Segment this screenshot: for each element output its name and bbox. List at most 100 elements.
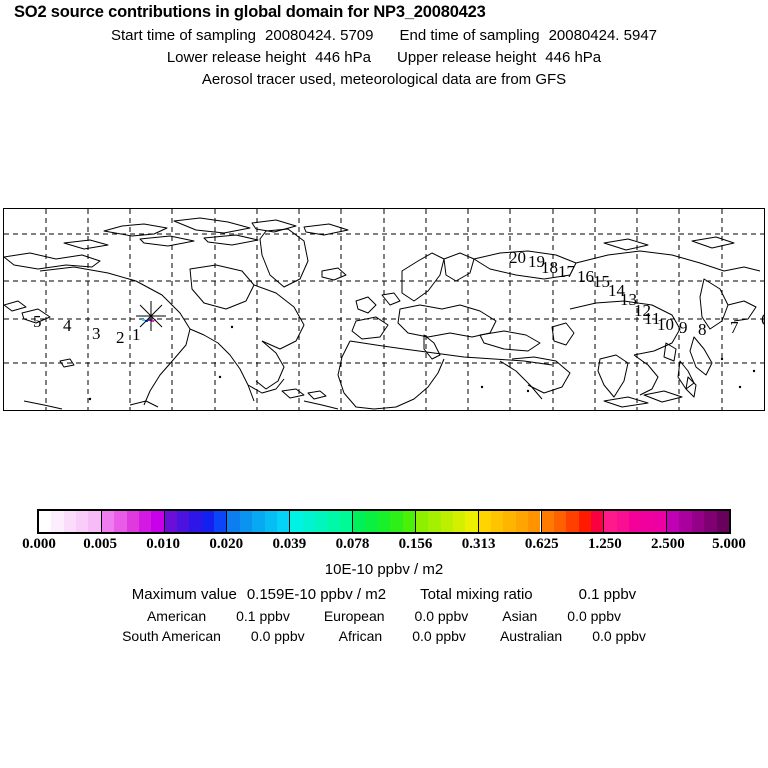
colorbar-band-5-0 <box>353 511 366 532</box>
region-label-asian: Asian <box>502 608 538 624</box>
colorbar-band-6-1 <box>428 511 441 532</box>
colorbar-tick-1: 0.005 <box>83 536 117 552</box>
trajectory-label-20: 20 <box>509 248 526 267</box>
colorbar-band-6-0 <box>415 511 429 532</box>
maximum-value: 0.159E-10 ppbv / m2 <box>246 586 387 603</box>
colorbar-tick-labels: 0.000 0.005 0.010 0.020 0.039 0.078 0.156 0.313… <box>0 536 768 554</box>
colorbar-tick-0: 0.000 <box>22 536 56 552</box>
region-value-african: 0.0 ppbv <box>412 628 466 644</box>
colorbar-band-0-1 <box>51 511 64 532</box>
colorbar-band-3-1 <box>239 511 253 532</box>
colorbar-band-10-4 <box>716 511 729 532</box>
colorbar-segment-4 <box>290 511 354 532</box>
colorbar-band-5-4 <box>402 511 415 532</box>
region-label-european: European <box>323 608 385 624</box>
colorbar-band-1-0 <box>101 511 115 532</box>
trajectory-label-10: 10 <box>657 315 674 334</box>
trajectory-label-13: 13 <box>620 290 637 309</box>
colorbar-band-5-1 <box>365 511 378 532</box>
header-block: SO2 source contributions in global domai… <box>0 0 768 88</box>
trajectory-label-19: 19 <box>528 252 545 271</box>
colorbar-band-5-2 <box>377 511 391 532</box>
release-site-star <box>136 301 166 331</box>
region-value-south-american: 0.0 ppbv <box>250 628 305 644</box>
region-value-american: 0.1 ppbv <box>236 608 290 624</box>
colorbar-units-label: 10E-10 ppbv / m2 <box>324 561 444 578</box>
colorbar-segment-10 <box>667 511 729 532</box>
colorbar-tick-10: 2.500 <box>651 536 685 552</box>
colorbar-band-8-0 <box>541 511 554 532</box>
page-title: SO2 source contributions in global domai… <box>14 3 486 21</box>
colorbar-band-6-4 <box>465 511 478 532</box>
colorbar-band-6-2 <box>440 511 453 532</box>
trajectory-label-7: 7 <box>730 318 739 337</box>
region-label-south-american: South American <box>122 628 221 644</box>
region-label-australian: Australian <box>499 628 563 644</box>
map-gridlines <box>4 209 764 410</box>
colorbar-band-1-3 <box>138 511 152 532</box>
colorbar-band-0-3 <box>76 511 89 532</box>
start-time-label: Start time of sampling <box>110 27 257 44</box>
colorbar-tick-6: 0.156 <box>398 536 433 552</box>
trajectory-label-14: 14 <box>608 281 625 300</box>
colorbar-band-9-2 <box>629 511 642 532</box>
region-label-american: American <box>146 608 207 624</box>
end-time-value: 20080424. 5947 <box>548 27 658 44</box>
trajectory-label-6: 6 <box>761 311 764 328</box>
region-value-european: 0.0 ppbv <box>414 608 469 624</box>
trajectory-label-16: 16 <box>577 267 594 286</box>
colorbar-segment-7 <box>478 511 542 532</box>
colorbar-segment-2 <box>164 511 228 532</box>
trajectory-label-18: 18 <box>541 258 558 277</box>
colorbar-band-3-3 <box>264 511 277 532</box>
colorbar-band-9-0 <box>604 511 617 532</box>
sampling-time-line: Start time of sampling 20080424. 5709 End … <box>0 27 768 44</box>
release-height-line: Lower release height 446 hPa Upper release… <box>0 49 768 66</box>
trajectory-label-3: 3 <box>92 324 101 343</box>
colorbar-band-2-1 <box>176 511 190 532</box>
stats-row-summary: Maximum value 0.159E-10 ppbv / m2 Total … <box>0 586 768 603</box>
colorbar-band-8-4 <box>590 511 604 532</box>
colorbar-tick-11: 5.000 <box>712 536 746 552</box>
trajectory-label-9: 9 <box>679 318 688 337</box>
colorbar-band-1-4 <box>151 511 164 532</box>
colorbar-band-1-1 <box>114 511 127 532</box>
trajectory-label-1: 1 <box>132 325 141 344</box>
colorbar-band-2-2 <box>189 511 202 532</box>
trajectory-label-2: 2 <box>116 328 125 347</box>
colorbar-band-0-4 <box>88 511 101 532</box>
colorbar-band-2-4 <box>214 511 227 532</box>
colorbar-tick-2: 0.010 <box>146 536 181 552</box>
colorbar-tick-4: 0.039 <box>272 536 307 552</box>
colorbar-band-2-3 <box>201 511 215 532</box>
colorbar-band-3-0 <box>227 511 240 532</box>
colorbar-band-1-2 <box>126 511 139 532</box>
trajectory-label-15: 15 <box>593 272 610 291</box>
colorbar-band-4-0 <box>290 511 303 532</box>
colorbar-segment-0 <box>39 511 102 532</box>
start-time-value: 20080424. 5709 <box>265 27 374 44</box>
colorbar-band-4-3 <box>327 511 340 532</box>
colorbar-band-0-0 <box>39 511 52 532</box>
trajectory-label-5: 5 <box>33 312 42 331</box>
end-time-label: End time of sampling <box>399 27 540 44</box>
world-map-svg <box>4 209 764 410</box>
colorbar-band-10-0 <box>667 511 680 532</box>
colorbar-band-6-3 <box>452 511 466 532</box>
region-label-african: African <box>338 628 383 644</box>
colorbar-tick-7: 0.313 <box>461 536 496 552</box>
colorbar <box>37 509 731 534</box>
colorbar-segment-8 <box>541 511 605 532</box>
colorbar-tick-5: 0.078 <box>335 536 370 552</box>
colorbar-segment-3 <box>227 511 291 532</box>
colorbar-tick-8: 0.625 <box>524 536 559 552</box>
colorbar-band-8-1 <box>553 511 567 532</box>
tracer-method-line: Aerosol tracer used, meteorological data… <box>201 71 567 88</box>
region-value-australian: 0.0 ppbv <box>592 628 646 644</box>
statistics-block: Maximum value 0.159E-10 ppbv / m2 Total … <box>0 586 768 644</box>
colorbar-band-2-0 <box>164 511 177 532</box>
colorbar-segment-6 <box>415 511 479 532</box>
maximum-value-label: Maximum value <box>131 586 237 603</box>
total-mixing-ratio-label: Total mixing ratio <box>420 586 533 603</box>
